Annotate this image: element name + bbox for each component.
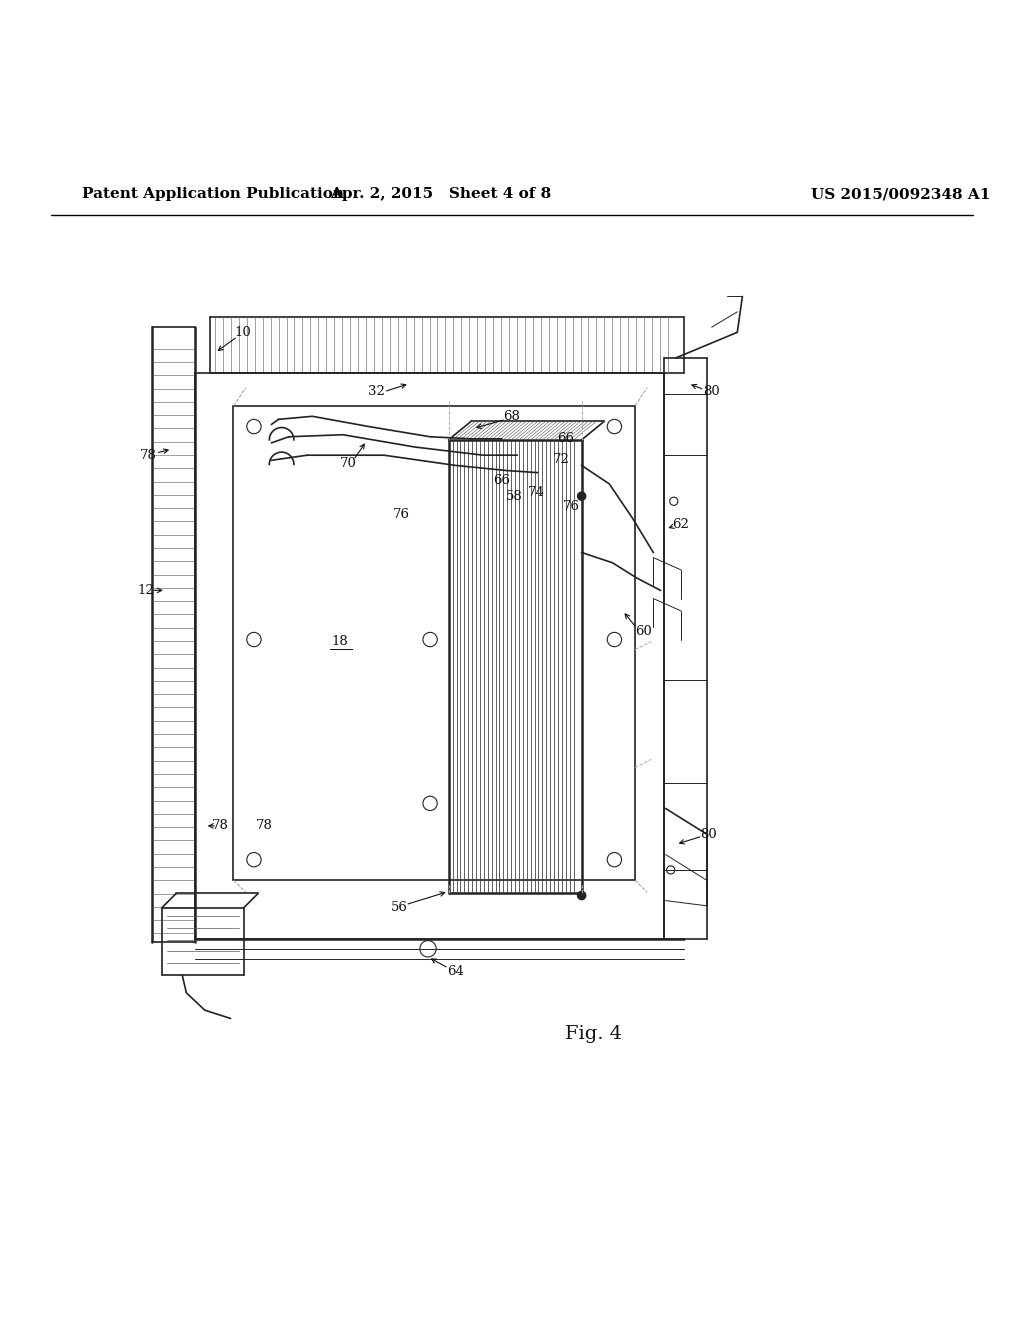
Text: 78: 78 [140,449,157,462]
Text: 66: 66 [557,433,573,445]
Text: US 2015/0092348 A1: US 2015/0092348 A1 [811,187,991,201]
Text: Apr. 2, 2015   Sheet 4 of 8: Apr. 2, 2015 Sheet 4 of 8 [330,187,551,201]
Text: 12: 12 [137,583,154,597]
Text: 74: 74 [528,486,545,499]
Circle shape [578,891,586,900]
Circle shape [578,492,586,500]
Text: 80: 80 [700,828,717,841]
Text: 80: 80 [703,385,720,399]
Text: 62: 62 [673,519,689,532]
Text: 76: 76 [393,508,410,521]
Text: 78: 78 [212,820,228,833]
Text: Fig. 4: Fig. 4 [565,1024,623,1043]
Text: 68: 68 [504,409,520,422]
Text: 56: 56 [391,902,408,915]
Text: 60: 60 [635,624,651,638]
Text: 70: 70 [340,457,356,470]
Text: 64: 64 [447,965,464,978]
Text: 76: 76 [563,500,580,513]
Text: 66: 66 [494,474,510,487]
Text: 32: 32 [369,385,385,399]
Text: 78: 78 [256,820,272,833]
Text: 72: 72 [553,453,569,466]
Text: 58: 58 [506,490,522,503]
Text: Patent Application Publication: Patent Application Publication [82,187,344,201]
Text: 10: 10 [234,326,251,339]
Text: 18: 18 [332,635,348,648]
